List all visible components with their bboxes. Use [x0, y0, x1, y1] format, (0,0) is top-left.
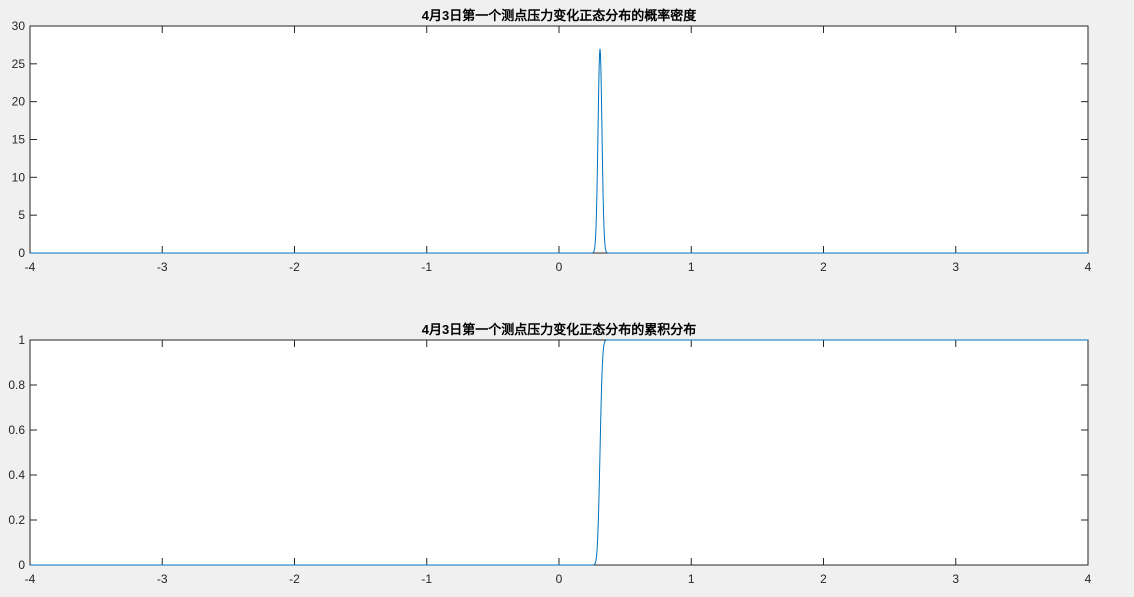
- x-tick-label: 2: [820, 260, 827, 274]
- y-tick-label: 0.2: [8, 513, 25, 527]
- series-line: [30, 48, 1088, 254]
- y-tick-label: 15: [12, 133, 26, 147]
- y-tick-label: 0: [18, 558, 25, 572]
- x-tick-label: 2: [820, 572, 827, 586]
- y-tick-label: 20: [12, 95, 26, 109]
- x-tick-label: -4: [25, 572, 36, 586]
- y-tick-label: 1: [18, 333, 25, 347]
- x-tick-label: -4: [25, 260, 36, 274]
- x-tick-label: 3: [952, 572, 959, 586]
- y-tick-label: 30: [12, 19, 26, 33]
- x-tick-label: 4: [1085, 260, 1092, 274]
- chart-title: 4月3日第一个测点压力变化正态分布的概率密度: [422, 8, 697, 23]
- plot-area: [29, 339, 1089, 566]
- x-tick-label: -3: [157, 572, 168, 586]
- x-tick-label: -1: [421, 572, 432, 586]
- y-tick-label: 0: [18, 246, 25, 260]
- y-tick-label: 25: [12, 57, 26, 71]
- series-line: [30, 339, 1088, 566]
- x-tick-label: 3: [952, 260, 959, 274]
- x-tick-label: 1: [688, 260, 695, 274]
- y-tick-label: 0.8: [8, 378, 25, 392]
- x-tick-label: 0: [556, 260, 563, 274]
- x-tick-label: 1: [688, 572, 695, 586]
- chart-title: 4月3日第一个测点压力变化正态分布的累积分布: [422, 322, 696, 337]
- y-tick-label: 0.6: [8, 423, 25, 437]
- x-tick-label: -3: [157, 260, 168, 274]
- x-tick-label: -2: [289, 572, 300, 586]
- y-tick-label: 0.4: [8, 468, 25, 482]
- x-tick-label: 0: [556, 572, 563, 586]
- x-tick-label: -2: [289, 260, 300, 274]
- plot-area: [29, 25, 1089, 254]
- cdf-chart: 4月3日第一个测点压力变化正态分布的累积分布 -4 -3 -2 -1 0 1 2 3 4 0 0.2 0…: [8, 322, 1091, 586]
- x-tick-label: 4: [1085, 572, 1092, 586]
- pdf-chart: 4月3日第一个测点压力变化正态分布的概率密度 -4 -3 -2 -1 0 1 2 3 4 0 5 10 1…: [12, 8, 1092, 274]
- y-tick-label: 5: [18, 208, 25, 222]
- x-tick-label: -1: [421, 260, 432, 274]
- y-tick-label: 10: [12, 170, 26, 184]
